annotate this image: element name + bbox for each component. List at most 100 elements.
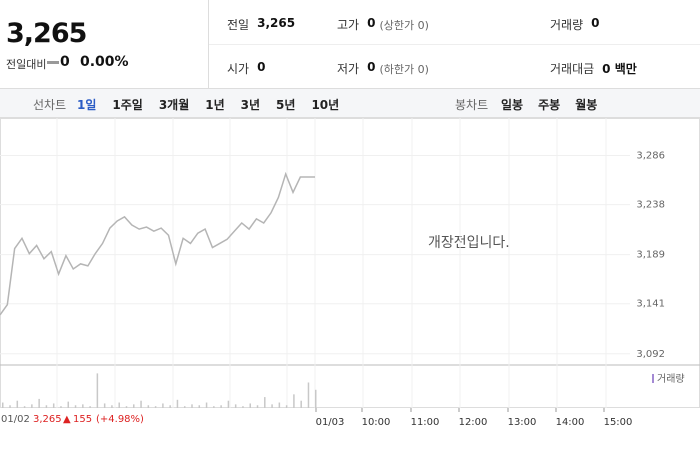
volume-bar: [82, 404, 84, 408]
info-value: 0: [257, 60, 266, 74]
volume-bar: [60, 406, 62, 408]
price-box: [0, 0, 209, 88]
volume-bar: [307, 382, 310, 408]
price-line: [0, 171, 315, 316]
tab[interactable]: 1주일: [112, 98, 143, 112]
info-note: (상한가 0): [379, 19, 429, 32]
change: 0: [60, 54, 70, 70]
tab[interactable]: 1일: [77, 98, 97, 112]
tab-label: 선차트: [33, 98, 67, 112]
x-tick-label: 13:00: [508, 417, 537, 428]
x-tick-label: 01/03: [316, 417, 345, 428]
x-axis: 01/03 10:00 11:00 12:00 13:00 14:00 15:00: [315, 408, 633, 428]
volume-bar: [154, 406, 157, 408]
volume-bar: [38, 398, 40, 408]
volume-bar: [125, 406, 128, 408]
volume-bar: [271, 404, 273, 408]
volume-bar: [191, 404, 193, 408]
info-label: 고가: [337, 18, 360, 32]
volume-bar: [103, 403, 106, 408]
info-label: 거래대금: [550, 62, 595, 76]
y-tick-label: 3,092: [636, 349, 665, 360]
volume-bar: [2, 402, 4, 408]
volume-bar: [96, 373, 99, 408]
tab-bar: [0, 88, 700, 118]
tab[interactable]: 3년: [240, 98, 261, 112]
volume-bar: [16, 400, 19, 408]
tab[interactable]: 주봉: [538, 98, 561, 112]
tab[interactable]: 3개월: [158, 98, 190, 112]
x-tick-label: 10:00: [362, 417, 391, 428]
volume-bar: [31, 404, 33, 408]
volume-bar: [234, 404, 237, 408]
volume-bar: [256, 405, 259, 408]
volume-bar: [45, 405, 48, 408]
volume-bar: [278, 402, 281, 408]
info-label: 전일: [227, 18, 250, 32]
status-price: 3,265: [33, 414, 62, 425]
volume-bar: [264, 397, 266, 408]
info-value: 0: [591, 16, 600, 30]
x-tick-label: 14:00: [556, 417, 585, 428]
y-tick-label: 3,286: [636, 151, 665, 162]
change-rate: 0.00%: [80, 54, 129, 70]
info-label: 저가: [337, 62, 360, 76]
volume-bar: [89, 406, 91, 408]
tab[interactable]: 5년: [276, 98, 296, 112]
tab[interactable]: 1년: [205, 98, 225, 112]
volume-bar: [23, 406, 26, 408]
volume-bar: [67, 401, 70, 408]
info-value: 3,265: [257, 16, 296, 30]
volume-bar: [147, 405, 150, 408]
volume-bar: [74, 405, 77, 408]
status-date: 01/02: [1, 414, 30, 425]
volume-bar: [140, 400, 142, 408]
volume-bar: [242, 406, 244, 408]
legend-label: 거래량: [657, 373, 685, 385]
x-tick-label: 11:00: [411, 417, 440, 428]
change-label: 전일대비: [6, 58, 47, 71]
volume-bar: [220, 405, 222, 408]
volume-bar: [52, 403, 55, 408]
volume-bar: [213, 406, 215, 408]
divider: [209, 44, 700, 45]
x-tick-label: 15:00: [604, 417, 633, 428]
volume-bar: [133, 404, 135, 408]
status-arrow: ▲: [63, 414, 71, 425]
info-value: 0: [367, 60, 376, 74]
y-tick-label: 3,189: [636, 250, 665, 261]
volume-bar: [285, 405, 288, 408]
volume-bar: [205, 402, 208, 408]
tab[interactable]: 월봉: [575, 98, 598, 112]
status-rate: (+4.98%): [96, 414, 144, 425]
volume-bar: [111, 405, 113, 408]
info-value: 0: [367, 16, 376, 30]
volume-bar: [293, 394, 295, 408]
volume-bar: [169, 405, 171, 408]
volume-bar: [249, 403, 251, 408]
volume-bar: [315, 389, 317, 408]
status-change: 155: [73, 414, 93, 425]
volume-bar: [118, 402, 120, 408]
volume-bar: [176, 399, 179, 408]
notice: 개장전입니다.: [428, 235, 510, 251]
plot-frame: [0, 118, 700, 408]
tab[interactable]: 10년: [311, 98, 340, 112]
info-note: (하한가 0): [379, 63, 429, 76]
volume-bar: [227, 400, 230, 408]
tab-label: 봉차트: [455, 98, 489, 112]
x-tick-label: 12:00: [459, 417, 488, 428]
info-value: 0 백만: [602, 62, 637, 76]
info-label: 시가: [227, 62, 250, 76]
volume-bar: [162, 403, 164, 408]
legend-swatch: [652, 374, 654, 383]
volume-bar: [9, 405, 11, 408]
volume-bar: [183, 406, 186, 408]
y-tick-label: 3,141: [636, 299, 665, 310]
tab[interactable]: 일봉: [501, 98, 524, 112]
volume-bar: [300, 400, 302, 408]
price: 3,265: [6, 18, 87, 49]
flat-icon: [47, 61, 59, 64]
chart: 3,092 3,141 3,189 3,238 3,286 거래량: [0, 118, 700, 408]
